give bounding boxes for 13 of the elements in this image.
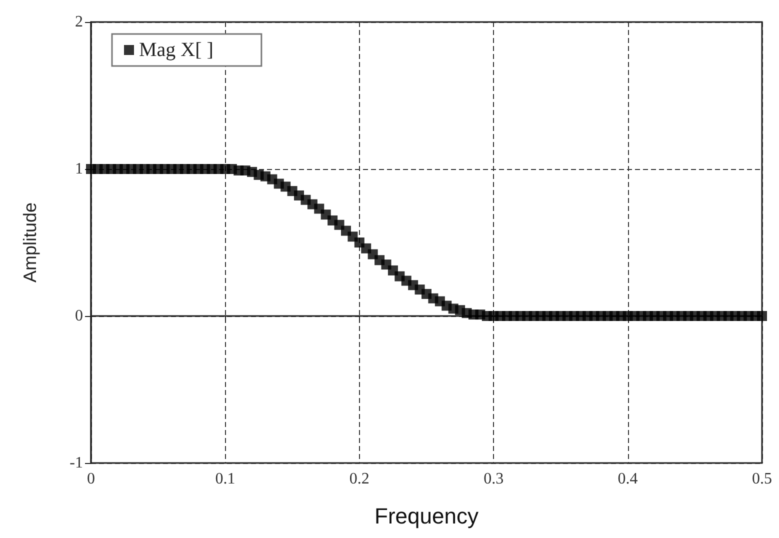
y-tick-label: 2: [75, 14, 83, 30]
legend-label: Mag X[ ]: [139, 39, 214, 61]
x-tick-label: 0.4: [618, 470, 638, 488]
x-tick-label: 0.5: [752, 470, 772, 488]
x-tick-label: 0.3: [484, 470, 504, 488]
x-tick-label: 0.2: [349, 470, 370, 488]
y-axis-title: Amplitude: [20, 202, 40, 283]
y-tick-label: -1: [70, 454, 83, 472]
x-tick-label: 0: [87, 470, 95, 488]
x-tick-label: 0.1: [215, 470, 236, 488]
y-tick-label: 0: [75, 308, 83, 324]
y-tick-label: 1: [75, 160, 83, 178]
x-axis-title: Frequency: [374, 504, 478, 528]
